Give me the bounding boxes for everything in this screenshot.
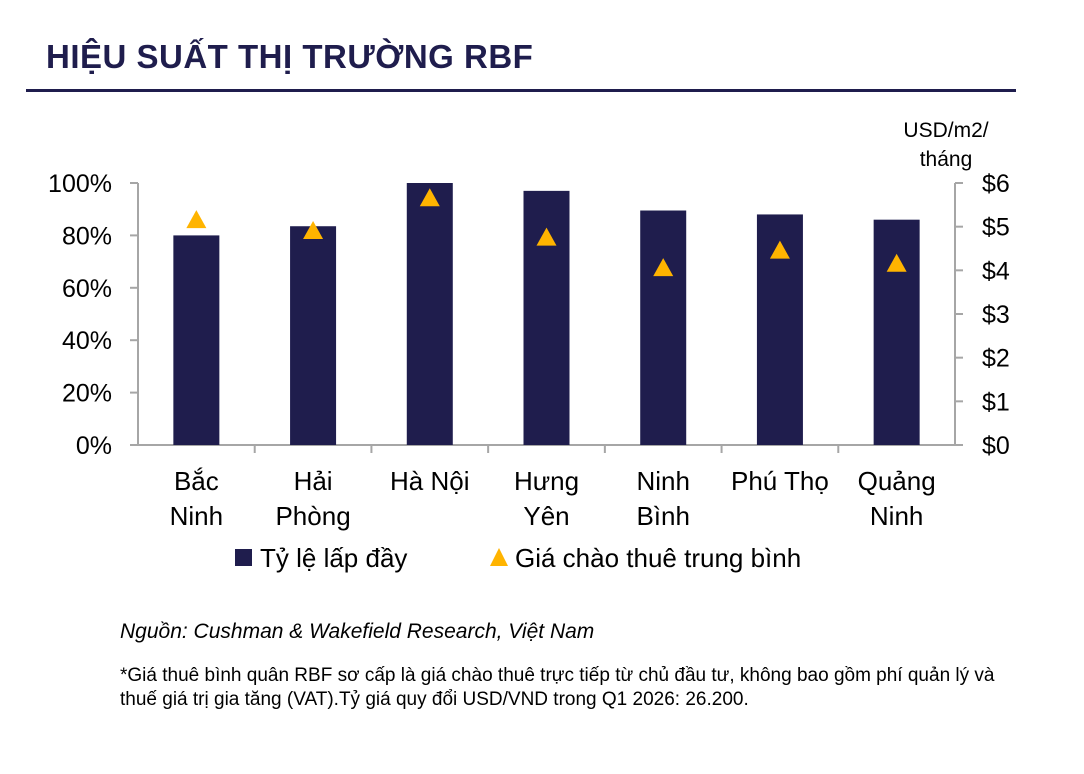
source-note: Nguồn: Cushman & Wakefield Research, Việ… bbox=[120, 620, 595, 643]
right-axis-unit-label: USD/m2/ bbox=[903, 119, 988, 142]
title-divider bbox=[26, 89, 1016, 92]
occupancy-bar bbox=[640, 210, 687, 445]
x-tick-label: Quảng bbox=[858, 466, 936, 496]
chart: 0% 20% 40% 60% 80% 100% $0 $1 $2 $3 $4 $5 $6 USD/m2/t… bbox=[48, 119, 1010, 573]
price-markers bbox=[186, 188, 907, 277]
left-tick-label: 60% bbox=[62, 275, 112, 303]
occupancy-bar bbox=[173, 235, 220, 445]
legend: Tỷ lệ lấp đầy Giá chào thuê trung bình bbox=[235, 543, 801, 573]
legend-swatch-price bbox=[490, 548, 508, 566]
x-tick-label: Yên bbox=[523, 501, 569, 531]
occupancy-bar bbox=[406, 183, 453, 445]
x-tick-label: Ninh bbox=[636, 466, 689, 496]
price-marker bbox=[653, 258, 674, 277]
x-tick-label: Ninh bbox=[870, 501, 923, 531]
x-tick-label: Phú Thọ bbox=[731, 466, 829, 496]
right-tick-label: $5 bbox=[982, 214, 1010, 242]
left-tick-label: 20% bbox=[62, 380, 112, 408]
right-tick-label: $6 bbox=[982, 170, 1010, 198]
bars bbox=[173, 183, 920, 445]
x-tick-label: Hải bbox=[294, 466, 333, 496]
right-tick-label: $0 bbox=[982, 432, 1010, 460]
page-title: HIỆU SUẤT THỊ TRƯỜNG RBF bbox=[46, 38, 534, 75]
legend-label-occupancy: Tỷ lệ lấp đầy bbox=[260, 543, 407, 573]
left-tick-label: 40% bbox=[62, 327, 112, 355]
price-marker bbox=[186, 210, 207, 229]
price-marker bbox=[303, 221, 324, 240]
right-axis-unit-label: tháng bbox=[920, 148, 973, 171]
left-tick-label: 100% bbox=[48, 170, 112, 198]
tick-labels: 0% 20% 40% 60% 80% 100% $0 $1 $2 $3 $4 $5 $6 USD/m2/t… bbox=[48, 119, 1010, 531]
x-tick-label: Phòng bbox=[275, 501, 350, 531]
legend-label-price: Giá chào thuê trung bình bbox=[515, 543, 801, 573]
right-tick-label: $2 bbox=[982, 345, 1010, 373]
x-tick-label: Ninh bbox=[170, 501, 223, 531]
price-marker bbox=[886, 253, 907, 272]
legend-swatch-occupancy bbox=[235, 549, 252, 566]
occupancy-bar bbox=[873, 219, 920, 445]
price-marker bbox=[536, 227, 557, 246]
right-tick-label: $3 bbox=[982, 301, 1010, 329]
right-tick-label: $1 bbox=[982, 388, 1010, 416]
price-marker bbox=[769, 240, 790, 259]
footnote: *Giá thuê bình quân RBF sơ cấp là giá ch… bbox=[120, 665, 995, 710]
x-tick-label: Bắc bbox=[174, 466, 219, 496]
x-tick-label: Hưng bbox=[514, 466, 579, 496]
right-tick-label: $4 bbox=[982, 257, 1010, 285]
left-tick-label: 80% bbox=[62, 222, 112, 250]
price-marker bbox=[419, 188, 440, 207]
x-tick-label: Bình bbox=[636, 501, 690, 531]
occupancy-bar bbox=[290, 226, 337, 445]
left-tick-label: 0% bbox=[76, 432, 112, 460]
x-tick-label: Hà Nội bbox=[390, 466, 469, 496]
